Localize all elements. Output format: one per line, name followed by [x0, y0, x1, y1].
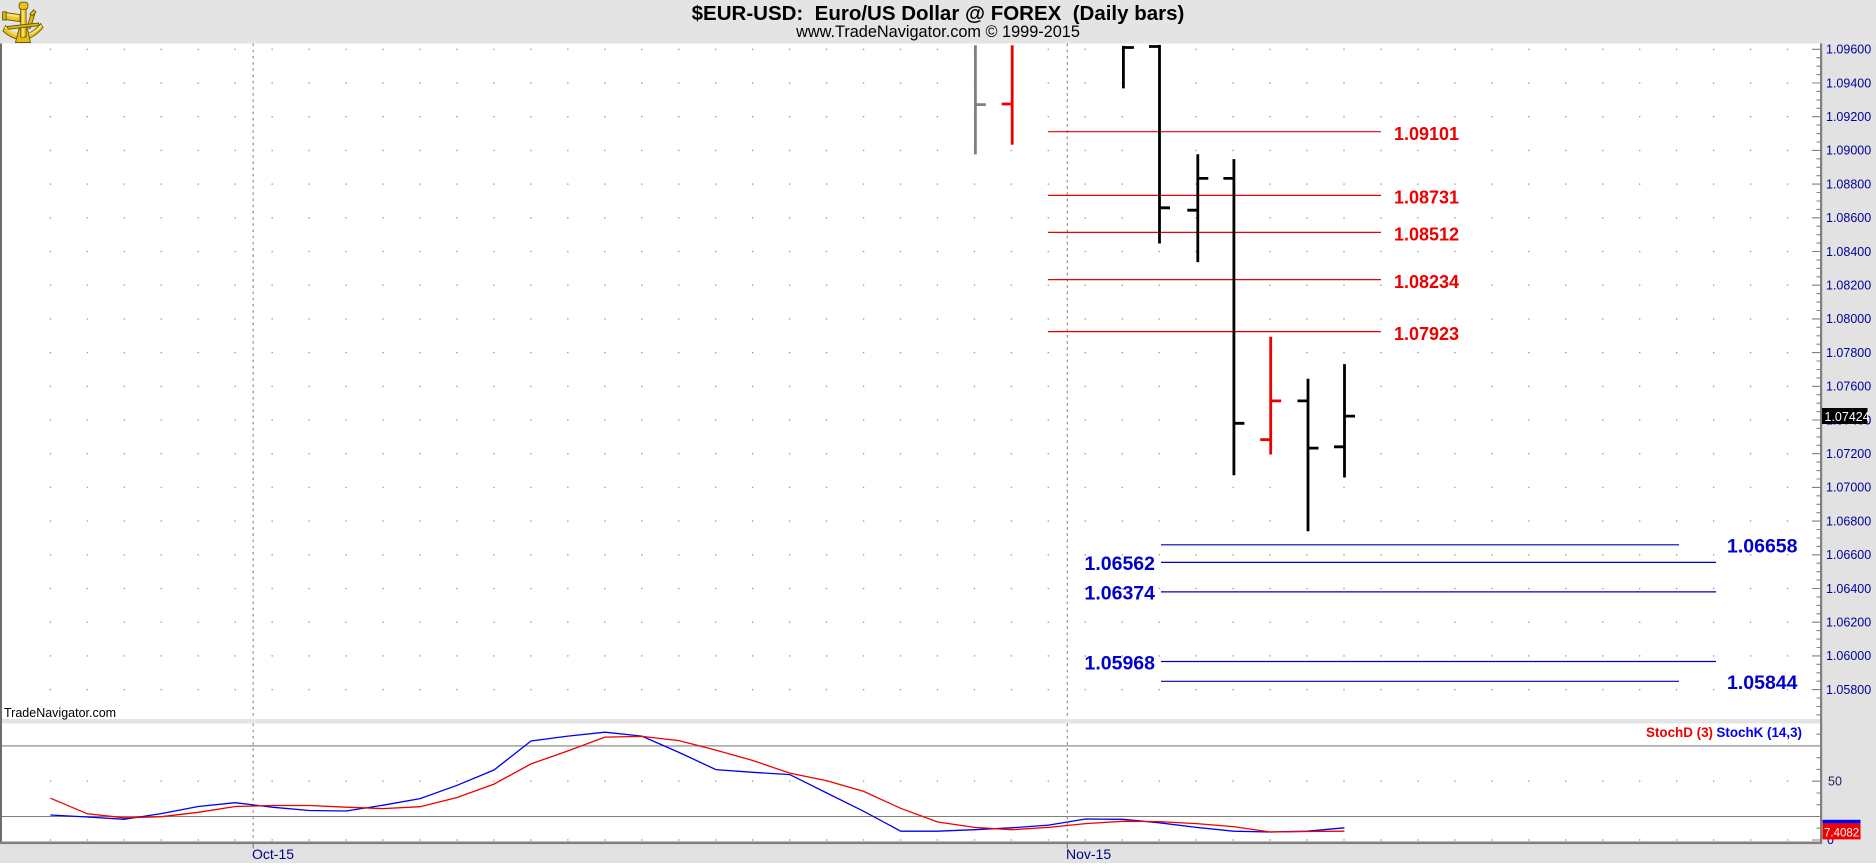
svg-text:1.06200: 1.06200: [1826, 616, 1871, 630]
svg-text:$EUR-USD: Euro/US Dollar @ FO: $EUR-USD: Euro/US Dollar @ FOREX (Daily …: [692, 2, 1185, 25]
svg-text:www.TradeNavigator.com © 1999-: www.TradeNavigator.com © 1999-2015: [795, 23, 1080, 41]
svg-text:1.09400: 1.09400: [1826, 76, 1871, 90]
svg-text:1.08512: 1.08512: [1394, 225, 1459, 245]
svg-text:StochK (14,3): StochK (14,3): [1716, 725, 1802, 740]
svg-text:Nov-15: Nov-15: [1066, 846, 1111, 862]
svg-text:1.06374: 1.06374: [1085, 583, 1156, 605]
svg-text:50: 50: [1828, 775, 1842, 789]
svg-text:1.05800: 1.05800: [1826, 683, 1871, 697]
svg-text:1.07424: 1.07424: [1825, 410, 1870, 424]
svg-text:1.08400: 1.08400: [1826, 245, 1871, 259]
svg-text:1.07000: 1.07000: [1826, 481, 1871, 495]
svg-text:1.07200: 1.07200: [1826, 447, 1871, 461]
svg-text:7.4082: 7.4082: [1824, 827, 1859, 839]
svg-text:1.06400: 1.06400: [1826, 582, 1871, 596]
svg-text:1.06658: 1.06658: [1727, 536, 1798, 558]
svg-text:1.06000: 1.06000: [1826, 649, 1871, 663]
svg-text:1.08800: 1.08800: [1826, 177, 1871, 191]
svg-text:1.05844: 1.05844: [1727, 672, 1798, 694]
svg-text:1.09000: 1.09000: [1826, 144, 1871, 158]
svg-text:1.06600: 1.06600: [1826, 548, 1871, 562]
svg-text:1.09200: 1.09200: [1826, 110, 1871, 124]
svg-text:1.07600: 1.07600: [1826, 380, 1871, 394]
svg-text:1.07800: 1.07800: [1826, 346, 1871, 360]
svg-text:1.08600: 1.08600: [1826, 211, 1871, 225]
svg-text:1.08234: 1.08234: [1394, 272, 1459, 292]
svg-text:1.08200: 1.08200: [1826, 279, 1871, 293]
svg-text:1.07923: 1.07923: [1394, 324, 1459, 344]
svg-text:0: 0: [1827, 833, 1834, 847]
svg-text:1.08731: 1.08731: [1394, 188, 1459, 208]
svg-text:1.06562: 1.06562: [1085, 553, 1156, 575]
svg-text:1.08000: 1.08000: [1826, 312, 1871, 326]
svg-text:Oct-15: Oct-15: [252, 846, 294, 862]
svg-text:1.09101: 1.09101: [1394, 124, 1459, 144]
svg-text:1.05968: 1.05968: [1085, 652, 1156, 674]
svg-text:StochD (3): StochD (3): [1646, 725, 1713, 740]
svg-text:1.06800: 1.06800: [1826, 514, 1871, 528]
svg-text:1.09600: 1.09600: [1826, 43, 1871, 57]
svg-text:TradeNavigator.com: TradeNavigator.com: [4, 706, 116, 720]
